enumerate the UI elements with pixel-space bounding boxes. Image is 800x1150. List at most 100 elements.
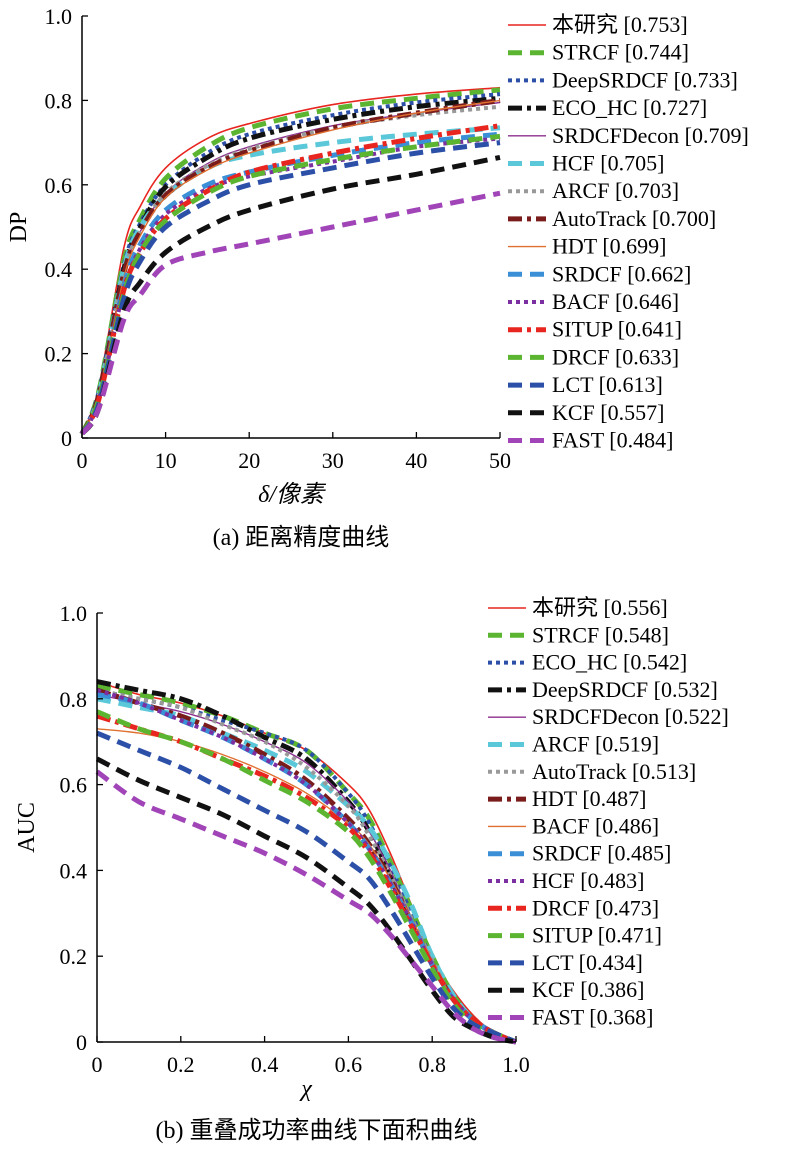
- series-line: [96, 688, 517, 1044]
- legend-item: FAST [0.484]: [508, 428, 673, 453]
- x-tick-label: 0.8: [418, 1052, 446, 1077]
- legend-item: SRDCFDecon [0.522]: [488, 704, 729, 729]
- x-axis-label: χ: [299, 1076, 313, 1102]
- x-tick-label: 1.0: [502, 1052, 530, 1077]
- legend-label: LCT [0.434]: [532, 950, 643, 975]
- legend-label: ARCF [0.519]: [532, 732, 659, 757]
- legend-label: AutoTrack [0.700]: [552, 206, 716, 231]
- chart-panel-b: 0 0.2 0.4 0.6 0.8 1.0 0 0.2 0.4 0.6 0.8 1.0 AUC χ (b) …: [14, 595, 729, 1144]
- legend-item: HDT [0.699]: [508, 234, 666, 259]
- series-line: [96, 688, 517, 1044]
- y-tick-label: 0.8: [60, 687, 88, 712]
- legend-item: DeepSRDCF [0.532]: [488, 677, 718, 702]
- legend-item: BACF [0.486]: [488, 813, 659, 838]
- legend: 本研究 [0.556]STRCF [0.548] ECO_HC [0.542]De…: [488, 595, 729, 1030]
- x-tick-label: 0: [77, 448, 88, 473]
- legend-label: DeepSRDCF [0.532]: [532, 677, 718, 702]
- series-line: [80, 136, 501, 435]
- legend-label: DeepSRDCF [0.733]: [552, 67, 738, 92]
- legend-label: FAST [0.368]: [532, 1005, 653, 1030]
- legend-item: ARCF [0.703]: [508, 178, 679, 203]
- legend-label: AutoTrack [0.513]: [532, 759, 696, 784]
- legend-label: DRCF [0.633]: [552, 344, 679, 369]
- legend-label: SRDCF [0.662]: [552, 261, 691, 286]
- series-line: [79, 97, 501, 435]
- legend: 本研究 [0.753] STRCF [0.744]DeepSRDCF [0.733…: [508, 12, 749, 453]
- y-tick-label: 0.4: [60, 858, 88, 883]
- legend-item: AutoTrack [0.513]: [488, 759, 696, 784]
- legend-label: KCF [0.557]: [552, 400, 664, 425]
- x-tick-label: 0.2: [167, 1052, 195, 1077]
- legend-item: ARCF [0.519]: [488, 732, 659, 757]
- legend-item: STRCF [0.744]: [508, 40, 689, 65]
- x-tick-label: 30: [322, 448, 344, 473]
- series-line: [79, 190, 501, 436]
- legend-item: ECO_HC [0.542]: [488, 650, 687, 675]
- legend-item: HCF [0.483]: [488, 868, 644, 893]
- x-tick-label: 20: [238, 448, 260, 473]
- legend-label: BACF [0.646]: [552, 289, 679, 314]
- legend-item: BACF [0.646]: [508, 289, 679, 314]
- series-line: [96, 730, 517, 1045]
- y-axis-label: DP: [6, 212, 32, 243]
- x-tick-label: 40: [405, 448, 427, 473]
- legend-item: LCT [0.434]: [488, 950, 643, 975]
- y-tick-label: 0.4: [45, 257, 73, 282]
- legend-item: SITUP [0.641]: [508, 317, 682, 342]
- y-tick-label: 0.6: [45, 173, 73, 198]
- legend-label: ECO_HC [0.727]: [552, 95, 707, 120]
- x-tick-label: 0: [92, 1052, 103, 1077]
- legend-label: STRCF [0.744]: [552, 40, 689, 65]
- legend-item: DRCF [0.473]: [488, 895, 659, 920]
- legend-item: SRDCFDecon [0.709]: [508, 123, 749, 148]
- x-tick-label: 0.6: [335, 1052, 363, 1077]
- legend-label: FAST [0.484]: [552, 428, 673, 453]
- chart-panel-a: 0 10 20 30 40 50 0 0.2 0.4 0.6 0.8 1.0 DP δ/像素 (a) 距离精…: [6, 4, 749, 551]
- legend-label: LCT [0.613]: [552, 372, 663, 397]
- legend-item: HCF [0.705]: [508, 151, 664, 176]
- legend-item: SRDCF [0.662]: [508, 261, 691, 286]
- figure-caption: (b) 重叠成功率曲线下面积曲线: [156, 1117, 478, 1144]
- legend-item: LCT [0.613]: [508, 372, 663, 397]
- x-axis-label: δ/像素: [258, 481, 327, 508]
- figure-caption: (a) 距离精度曲线: [213, 524, 390, 551]
- legend-item: FAST [0.368]: [488, 1005, 653, 1030]
- legend-label: SITUP [0.471]: [532, 923, 662, 948]
- legend-label: HCF [0.705]: [552, 151, 664, 176]
- series-line: [96, 683, 517, 1045]
- legend-label: HDT [0.699]: [552, 234, 666, 259]
- legend-item: DRCF [0.633]: [508, 344, 679, 369]
- legend-label: ECO_HC [0.542]: [532, 650, 687, 675]
- legend-item: KCF [0.557]: [508, 400, 664, 425]
- legend-label: SRDCFDecon [0.522]: [532, 704, 729, 729]
- series-line: [79, 131, 501, 436]
- legend-label: 本研究 [0.753]: [552, 12, 688, 37]
- legend-label: SRDCF [0.485]: [532, 841, 671, 866]
- legend-label: HCF [0.483]: [532, 868, 644, 893]
- legend-label: KCF [0.386]: [532, 977, 644, 1002]
- legend-label: SRDCFDecon [0.709]: [552, 123, 749, 148]
- legend-item: AutoTrack [0.700]: [508, 206, 716, 231]
- legend-item: SITUP [0.471]: [488, 923, 662, 948]
- legend-item: 本研究 [0.753]: [508, 12, 688, 37]
- legend-item: HDT [0.487]: [488, 786, 646, 811]
- legend-item: SRDCF [0.485]: [488, 841, 671, 866]
- legend-label: HDT [0.487]: [532, 786, 646, 811]
- series-line: [79, 87, 501, 435]
- legend-label: ARCF [0.703]: [552, 178, 679, 203]
- y-tick-label: 1.0: [60, 601, 88, 626]
- legend-label: STRCF [0.548]: [532, 622, 669, 647]
- legend-item: KCF [0.386]: [488, 977, 644, 1002]
- y-tick-label: 0.8: [45, 88, 73, 113]
- legend-item: 本研究 [0.556]: [488, 595, 668, 620]
- legend-item: STRCF [0.548]: [488, 622, 669, 647]
- legend-item: ECO_HC [0.727]: [508, 95, 707, 120]
- y-axis-label: AUC: [14, 802, 40, 853]
- y-tick-label: 0.2: [45, 342, 73, 367]
- x-tick-label: 50: [489, 448, 511, 473]
- series-line: [81, 99, 501, 435]
- y-tick-label: 0: [61, 426, 72, 451]
- y-tick-label: 1.0: [45, 4, 73, 29]
- series-line: [95, 756, 517, 1045]
